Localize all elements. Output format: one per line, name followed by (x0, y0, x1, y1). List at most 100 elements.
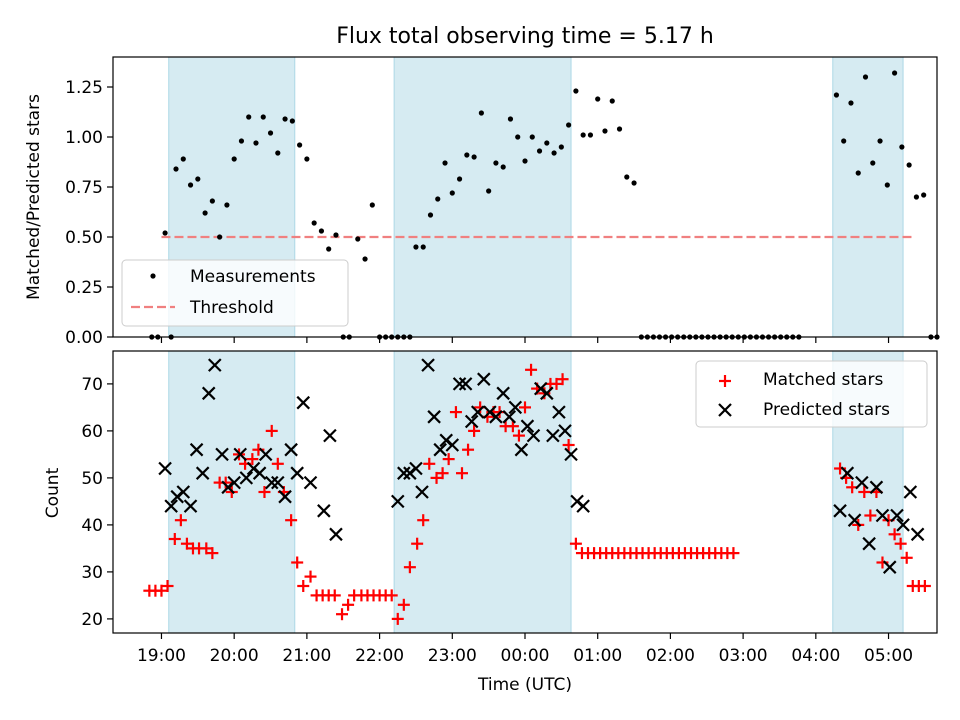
measurement-point (435, 196, 441, 202)
x-axis-label: Time (UTC) (477, 675, 572, 695)
legend-marker-matched (719, 375, 731, 387)
matched-star-point (562, 439, 575, 451)
matched-star-point (894, 537, 907, 550)
matched-star-point (519, 401, 531, 414)
measurement-point (289, 118, 295, 124)
legend-bottom: Matched stars Predicted stars (695, 360, 928, 428)
predicted-star-point (329, 527, 343, 542)
matched-star-point (291, 556, 304, 569)
measurement-point (173, 166, 179, 172)
predicted-star-point (520, 419, 535, 433)
chart-title: Flux total observing time = 5.17 h (336, 24, 714, 49)
measurement-point (580, 132, 586, 138)
measurement-point (573, 88, 579, 94)
measurement-point (202, 210, 208, 216)
legend-top: Measurements Threshold (121, 259, 349, 327)
predicted-star-point (233, 447, 248, 462)
measurement-point (231, 156, 237, 162)
x-tick-label: 04:00 (791, 646, 840, 666)
matched-star-point (436, 467, 449, 480)
x-tick-label: 20:00 (210, 646, 259, 666)
predicted-star-point (264, 475, 279, 490)
predicted-star-point (252, 466, 267, 480)
y-tick-label: 0.00 (65, 328, 103, 348)
matched-star-point (411, 537, 424, 550)
matched-star-point (219, 476, 232, 489)
measurement-point (624, 174, 630, 180)
matched-star-point (525, 363, 538, 376)
matched-star-point (442, 453, 455, 466)
matched-star-point (864, 509, 877, 522)
predicted-star-point (195, 466, 210, 480)
matched-star-point (304, 570, 317, 583)
matched-star-point (342, 598, 355, 611)
matched-star-point (918, 580, 931, 592)
x-tick-label: 02:00 (646, 646, 695, 666)
measurement-point (841, 138, 847, 144)
matched-star-point (180, 537, 193, 550)
measurement-point (297, 142, 303, 148)
predicted-star-point (433, 442, 447, 457)
predicted-star-point (526, 428, 541, 443)
measurement-point (913, 194, 920, 200)
measurement-point (246, 114, 252, 120)
predicted-star-point (258, 447, 273, 462)
bottom-panel: 20 30 40 50 60 70 19:00 20:00 21:00 22:00 23:00 00… (43, 350, 938, 695)
y-tick-label: 30 (81, 563, 103, 583)
matched-star-point (550, 377, 563, 390)
measurement-point (420, 244, 426, 250)
y-axis-label-bottom: Count (43, 467, 63, 518)
predicted-star-point (227, 475, 241, 490)
measurement-point (848, 100, 854, 106)
measurement-point (311, 220, 317, 226)
predicted-star-point (278, 489, 292, 504)
measurement-point (870, 160, 876, 166)
matched-star-point (858, 486, 871, 498)
x-tick-label: 01:00 (573, 646, 622, 666)
predicted-star-point (458, 377, 473, 391)
predicted-star-point (546, 428, 560, 443)
measurement-point (609, 98, 615, 104)
predicted-star-point (477, 372, 491, 386)
predicted-star-point (514, 442, 529, 457)
measurement-point (515, 134, 521, 140)
measurement-point (471, 154, 477, 160)
predicted-star-point (215, 447, 229, 462)
matched-star-point (155, 584, 168, 597)
predicted-star-point (208, 358, 222, 372)
measurement-point (891, 70, 898, 76)
predicted-star-point (445, 438, 460, 452)
predicted-star-point (323, 428, 337, 443)
matched-star-point (556, 373, 569, 386)
measurement-point (369, 202, 375, 208)
measurement-point (536, 148, 543, 154)
matched-star-point (168, 533, 181, 545)
predicted-star-point (239, 471, 254, 485)
predicted-star-point (452, 377, 467, 391)
predicted-star-point (201, 386, 216, 401)
measurement-point (162, 230, 168, 236)
measurement-point (631, 180, 637, 186)
y-tick-label: 40 (81, 516, 103, 536)
predicted-star-point (576, 499, 590, 513)
matched-star-point (417, 514, 430, 527)
matched-star-point (397, 598, 410, 611)
matched-star-point (506, 420, 519, 433)
matched-star-point (462, 443, 475, 456)
predicted-star-point (158, 461, 172, 476)
predicted-star-point (564, 447, 578, 462)
matched-star-point (569, 537, 582, 550)
measurement-point (899, 144, 905, 150)
matched-star-point (727, 547, 740, 560)
legend-marker-predicted (718, 403, 732, 417)
matched-star-point (265, 424, 278, 437)
y-tick-label: 60 (81, 422, 103, 442)
matched-star-point (206, 547, 219, 560)
predicted-star-point (540, 386, 554, 401)
measurement-point (195, 176, 201, 182)
measurement-point (304, 156, 310, 162)
predicted-star-point (847, 513, 862, 527)
matched-star-point (385, 589, 398, 602)
measurement-point (558, 144, 564, 150)
